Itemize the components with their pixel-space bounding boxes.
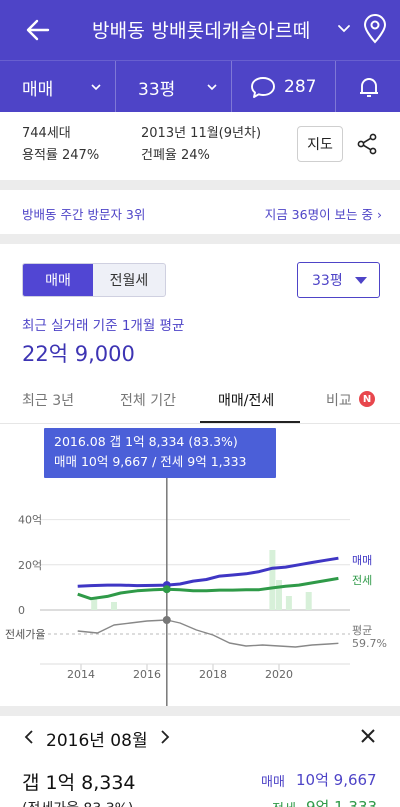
tab-sale-jeonse[interactable]: 매매/전세 <box>218 393 275 409</box>
series-end-label: 59.7% <box>352 637 387 650</box>
ratio-point <box>162 616 171 624</box>
chevron-left-icon[interactable] <box>22 730 36 744</box>
x-tick-label: 2014 <box>67 668 95 681</box>
jeonse-ratio: (전세가율 83.3%) <box>22 798 133 807</box>
chart-tooltip: 2016.08 갭 1억 8,334 (83.3%) 매매 10억 9,667 … <box>44 428 276 478</box>
chevron-down-icon[interactable] <box>90 81 102 93</box>
share-icon[interactable] <box>356 133 378 155</box>
section-divider <box>0 706 400 716</box>
x-tick-label: 2020 <box>265 668 293 681</box>
x-tick-label: 2018 <box>199 668 227 681</box>
active-tab-indicator <box>200 421 300 423</box>
tab-all-period[interactable]: 전체 기간 <box>120 393 176 409</box>
ratio-axis-label: 전세가율 <box>5 628 45 641</box>
chevron-down-icon[interactable] <box>206 81 218 93</box>
chevron-right-icon[interactable] <box>158 730 172 744</box>
sale-value: 10억 9,667 <box>296 771 377 789</box>
volume-bar <box>276 580 282 610</box>
trade-type-filter[interactable]: 매매 <box>22 61 53 113</box>
tab-recent-3y[interactable]: 최근 3년 <box>22 393 74 409</box>
chevron-down-icon[interactable] <box>337 22 351 36</box>
series-line-2 <box>77 619 339 648</box>
series-end-label: 매매 <box>352 554 372 567</box>
tooltip-line-1: 2016.08 갭 1억 8,334 (83.3%) <box>54 434 238 449</box>
map-button[interactable]: 지도 <box>297 126 343 162</box>
y-tick-label: 0 <box>18 604 25 617</box>
tooltip-line-2: 매매 10억 9,667 / 전세 9억 1,333 <box>54 454 247 469</box>
floor-area-ratio: 용적률 247% <box>22 148 100 163</box>
households: 744세대 <box>22 126 71 141</box>
jeonse-label: 전세 <box>272 798 296 807</box>
section-divider <box>0 234 400 244</box>
series-line-1 <box>77 576 339 601</box>
visitor-bar[interactable]: 방배동 주간 방문자 3위 지금 36명이 보는 중 › <box>0 190 400 234</box>
section-divider <box>0 180 400 190</box>
back-arrow-icon[interactable] <box>22 14 54 46</box>
series-end-label: 전세 <box>352 574 372 587</box>
y-tick-label: 20억 <box>18 559 42 572</box>
size-select-value: 33평 <box>312 273 343 289</box>
month-detail: 2016년 08월 갭 1억 8,334 (전세가율 83.3%) 매매 10억… <box>0 716 400 807</box>
volume-bar <box>111 602 117 610</box>
y-tick-label: 40억 <box>18 514 42 527</box>
location-pin-icon[interactable] <box>362 14 388 44</box>
series-end-label: 평균 <box>352 624 372 637</box>
volume-bar <box>91 598 98 610</box>
size-filter-label: 33평 <box>138 79 176 100</box>
new-badge: N <box>359 391 375 407</box>
sale-label: 매매 <box>261 775 285 790</box>
jeonse-point <box>162 585 171 594</box>
page-title[interactable]: 방배동 방배롯데캐슬아르떼 <box>92 20 311 42</box>
close-icon[interactable] <box>360 728 376 744</box>
building-coverage: 건폐율 24% <box>141 148 210 163</box>
average-price: 22억 9,000 <box>22 342 135 366</box>
bell-icon[interactable] <box>357 75 381 99</box>
app-header: 방배동 방배롯데캐슬아르떼 <box>0 0 400 60</box>
toggle-rent[interactable]: 전월세 <box>109 273 149 289</box>
comment-count[interactable]: 287 <box>284 61 316 113</box>
volume-bar <box>269 550 276 610</box>
chevron-right-icon: › <box>377 207 382 222</box>
selected-month: 2016년 08월 <box>46 731 148 751</box>
trade-type-label: 매매 <box>22 79 54 100</box>
filter-bar: 매매 33평 287 <box>0 60 400 113</box>
gap-amount: 갭 1억 8,334 <box>22 772 136 794</box>
x-tick-label: 2016 <box>133 668 161 681</box>
comment-count-label: 287 <box>284 77 317 97</box>
tab-compare[interactable]: 비교 <box>326 393 352 409</box>
size-filter[interactable]: 33평 <box>138 61 175 113</box>
chat-bubble-icon[interactable] <box>250 75 276 99</box>
built-date: 2013년 11월(9년차) <box>141 126 262 141</box>
jeonse-value: 9억 1,333 <box>306 798 378 807</box>
series-line-0 <box>77 556 339 588</box>
average-label: 최근 실거래 기준 1개월 평균 <box>22 318 185 334</box>
dropdown-triangle-icon <box>355 277 367 284</box>
volume-bar <box>285 596 292 610</box>
period-tabs: 최근 3년 전체 기간 매매/전세 비교 <box>0 380 400 424</box>
size-select[interactable]: 33평 <box>297 262 380 298</box>
toggle-sale[interactable]: 매매 <box>23 264 93 296</box>
live-viewers[interactable]: 지금 36명이 보는 중 › <box>264 207 382 222</box>
trade-toggle: 매매 전월세 <box>22 263 166 297</box>
volume-bar <box>305 592 312 610</box>
visitor-rank: 방배동 주간 방문자 3위 <box>22 207 146 222</box>
